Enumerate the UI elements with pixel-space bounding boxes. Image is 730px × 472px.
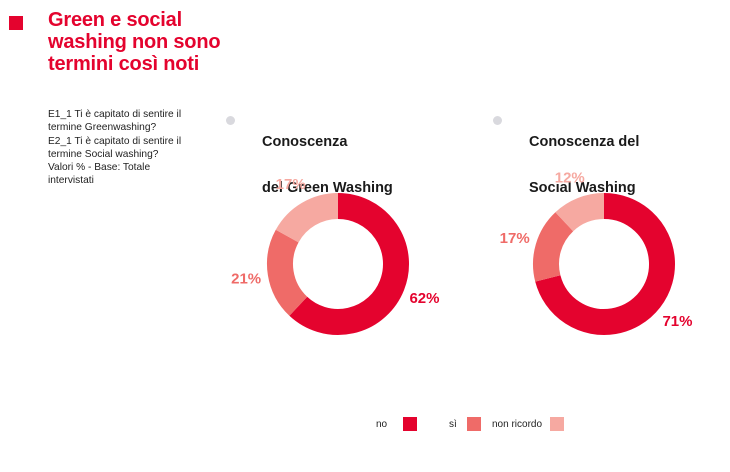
legend-swatch — [466, 417, 481, 431]
slice-value-label: 17% — [276, 176, 306, 193]
chart-title: Conoscenza del Green Washing — [262, 108, 442, 223]
donut-slice-non-ricordo — [555, 193, 605, 232]
chart-title: Conoscenza del Social Washing — [529, 108, 709, 223]
legend-swatch — [403, 417, 418, 431]
legend-item-non-ricordo: non ricordo — [492, 417, 565, 431]
question-notes: E1_1 Ti è capitato di sentire il termine… — [48, 108, 188, 188]
note-base: Valori % - Base: Totale intervistati — [48, 162, 151, 187]
slice-value-label: 17% — [500, 230, 530, 247]
slice-value-label: 21% — [231, 271, 261, 288]
slice-value-label: 12% — [555, 170, 585, 187]
note-social-question: E2_1 Ti è capitato di sentire il termine… — [48, 135, 182, 160]
chart-title-line: Social Washing — [529, 180, 636, 196]
legend-swatch — [550, 417, 565, 431]
donut-slice-no — [289, 193, 409, 335]
legend-label: sì — [449, 418, 457, 430]
legend-label: no — [376, 418, 388, 430]
page-title: Green e social washing non sono termini … — [48, 9, 221, 75]
chart-title-dot — [226, 116, 235, 125]
legend-item-no: no — [376, 417, 418, 431]
chart-title-dot — [493, 116, 502, 125]
legend: no sì non ricordo — [0, 417, 730, 437]
slice-value-label: 71% — [662, 313, 692, 330]
title-marker-square — [9, 16, 23, 30]
chart-title-line: del Green Washing — [262, 180, 393, 196]
donut-slice-si — [533, 212, 574, 282]
chart-title-line: Conoscenza del — [529, 134, 640, 150]
donut-slice-no — [535, 193, 675, 335]
slice-value-label: 62% — [409, 290, 439, 307]
chart-title-line: Conoscenza — [262, 134, 348, 150]
legend-item-si: sì — [449, 417, 481, 431]
donut-slice-si — [267, 229, 308, 316]
donut-slice-non-ricordo — [275, 193, 339, 243]
legend-label: non ricordo — [492, 418, 543, 430]
note-green-question: E1_1 Ti è capitato di sentire il termine… — [48, 109, 182, 134]
